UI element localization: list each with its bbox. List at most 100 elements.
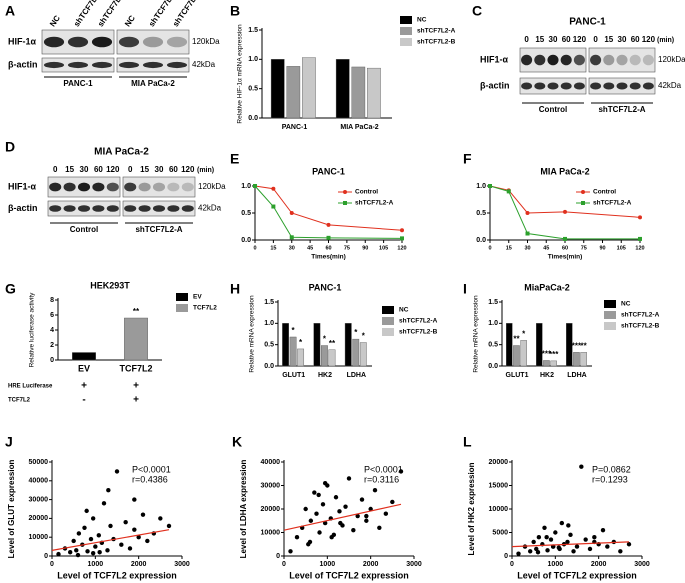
group-label: shTCF7L2-A — [135, 225, 182, 234]
point — [88, 536, 94, 542]
band — [152, 182, 166, 192]
condition-mark: - — [82, 395, 85, 406]
lane-label: 15 — [65, 165, 74, 174]
band — [91, 36, 113, 48]
point — [90, 550, 96, 556]
bar — [289, 336, 297, 367]
x-tick-label: HK2 — [318, 372, 332, 379]
point — [314, 511, 319, 516]
trend-line — [51, 529, 170, 551]
y-axis-label: Relative luciferase activity — [29, 292, 36, 368]
significance: ** — [329, 339, 336, 348]
point — [127, 546, 133, 551]
lane-label: 0 — [128, 165, 133, 174]
annotation: P=0.0862 — [592, 464, 631, 474]
bar — [321, 345, 328, 367]
legend-label: shTCF7L2-A — [417, 28, 456, 35]
y-tick-label: 0.0 — [476, 237, 486, 244]
point — [132, 527, 137, 532]
point — [531, 539, 536, 545]
annotation: P<0.0001 — [364, 464, 403, 474]
point — [626, 542, 632, 547]
band — [560, 54, 572, 66]
x-tick-label: 15 — [270, 245, 276, 251]
bar — [520, 340, 527, 367]
bar — [352, 338, 360, 367]
x-tick-label: TCF7L2 — [119, 363, 152, 373]
point — [600, 527, 606, 533]
x-tick-label: 105 — [379, 245, 388, 251]
condition-mark: + — [133, 395, 139, 406]
annotation: r=0.3116 — [364, 474, 399, 484]
band — [642, 54, 654, 66]
significance: *** — [572, 341, 582, 350]
band — [118, 36, 140, 48]
point — [398, 469, 404, 474]
point — [303, 506, 308, 512]
chart-title: MIA PaCa-2 — [540, 166, 589, 176]
band — [106, 182, 119, 192]
bar — [270, 59, 285, 119]
panel-label: A — [5, 3, 15, 19]
panel-label: C — [472, 3, 482, 19]
lane-label: 120 — [181, 165, 195, 174]
band — [181, 205, 194, 212]
y-tick-label: 1.0 — [264, 320, 274, 327]
band — [167, 182, 180, 192]
point — [390, 499, 395, 505]
y-tick-label: 8 — [50, 297, 54, 304]
band — [573, 82, 585, 90]
legend-swatch — [382, 306, 394, 314]
y-tick-label: 1.0 — [248, 56, 258, 63]
x-tick-label: EV — [78, 363, 90, 373]
y-tick-label: 40000 — [29, 478, 49, 485]
y-axis-label: Level of LDHA expression — [239, 459, 248, 558]
band — [49, 182, 62, 192]
x-tick-label: LDHA — [567, 372, 586, 379]
band — [521, 54, 533, 66]
point — [557, 546, 562, 552]
panel-label: J — [5, 434, 13, 450]
x-tick-label: 45 — [543, 245, 549, 251]
y-tick-label: 1.0 — [488, 320, 498, 327]
band — [629, 54, 641, 66]
x-axis-label: Level of TCF7L2 expression — [57, 570, 177, 580]
legend-swatch — [382, 317, 394, 325]
point — [638, 236, 642, 241]
legend-label: NC — [417, 17, 427, 24]
point — [317, 530, 322, 535]
chart-title: HEK293T — [90, 280, 130, 290]
x-tick-label: 0 — [253, 245, 256, 251]
x-tick-label: 90 — [362, 245, 368, 251]
x-tick-label: 2000 — [131, 561, 147, 568]
trend-line — [283, 503, 402, 531]
y-tick-label: 50000 — [29, 459, 49, 466]
legend-label: shTCF7L2-B — [417, 39, 456, 46]
row-label: β-actin — [8, 203, 38, 213]
y-tick-label: 0.5 — [264, 342, 274, 349]
point — [528, 549, 533, 554]
point — [563, 236, 567, 241]
band — [77, 182, 91, 192]
point — [75, 552, 81, 558]
size-label: 42kDa — [192, 60, 216, 69]
band — [142, 61, 164, 69]
size-label: 42kDa — [198, 204, 222, 213]
legend-marker — [343, 190, 347, 194]
point — [74, 548, 79, 553]
band — [106, 205, 119, 212]
x-tick-label: 3000 — [406, 561, 422, 568]
band — [616, 82, 628, 90]
lane-label: 30 — [549, 35, 558, 44]
group-label: Control — [539, 105, 567, 114]
x-axis-label: Level of TCF7L2 expression — [289, 570, 409, 580]
point — [516, 551, 521, 556]
legend-swatch — [604, 322, 616, 330]
band — [573, 54, 585, 66]
bar — [359, 342, 367, 367]
band — [642, 82, 654, 90]
point — [574, 544, 580, 549]
point — [377, 525, 382, 530]
band — [616, 54, 628, 66]
x-tick-label: MIA PaCa-2 — [340, 124, 378, 131]
